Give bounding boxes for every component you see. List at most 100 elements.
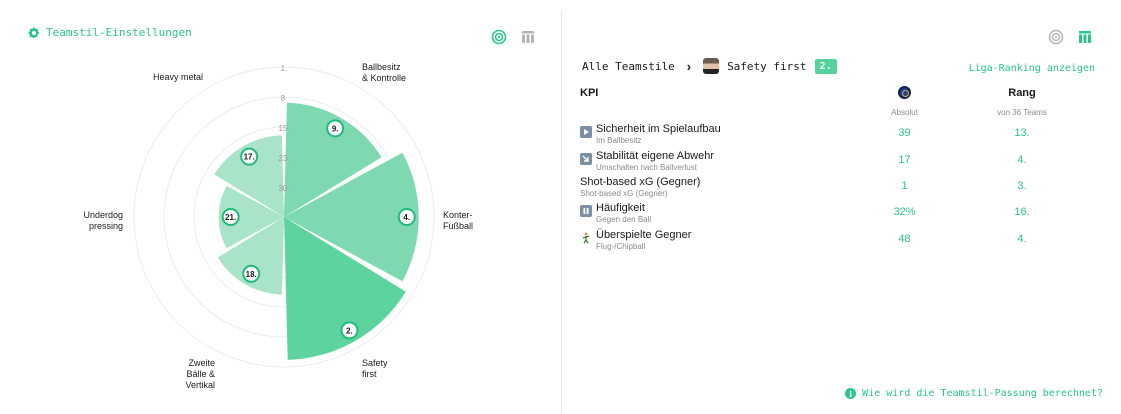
kpi-absolute-value: 48 — [898, 233, 911, 245]
radar-segment[interactable] — [217, 217, 284, 295]
transition-icon — [580, 153, 592, 165]
radar-segment-label: Heavy metal — [108, 72, 203, 83]
radar-segment-label-line: Fußball — [443, 221, 474, 231]
radar-segment-label-line: Safety — [362, 358, 388, 368]
kpi-panel: Alle Teamstile › Safety first 2. Liga-Ra… — [562, 0, 1121, 414]
gear-icon — [28, 27, 40, 38]
radar-segment-label: Ballbesitz & Kontrolle — [362, 62, 406, 84]
radar-segment-label-line: Konter- — [443, 210, 473, 220]
radar-segment-label-line: & Kontrolle — [362, 73, 407, 83]
kpi-rank-value: 16. — [1014, 206, 1030, 218]
kpi-rank-value: 4. — [1017, 233, 1027, 245]
kpi-name: Häufigkeit — [596, 202, 645, 214]
table-icon — [1078, 30, 1091, 43]
radar-ring-label: 1. — [281, 64, 288, 73]
kpi-name: Shot-based xG (Gegner) — [580, 176, 701, 188]
radar-segment-label-line: pressing — [88, 221, 123, 231]
table-view-button[interactable] — [1076, 28, 1093, 45]
kpi-absolute-value: 39 — [898, 127, 911, 139]
chevron-right-icon: › — [686, 58, 692, 74]
kpi-name: Überspielte Gegner — [596, 229, 692, 241]
radar-view-button[interactable] — [1047, 28, 1064, 45]
kpi-row: Stabilität eigene Abwehr Umschalten nach … — [580, 150, 1100, 174]
coach-avatar — [703, 58, 720, 74]
kpi-row: Sicherheit im Spielaufbau Im Ballbesitz 39… — [580, 123, 1100, 147]
absolute-subheader: Absolut — [891, 108, 918, 117]
radar-segment[interactable] — [218, 185, 284, 249]
kpi-absolute-value: 32% — [893, 206, 916, 218]
radar-rank-label: 4. — [403, 213, 410, 222]
kpi-subtitle: Gegen den Ball — [596, 215, 652, 224]
kpi-row: Shot-based xG (Gegner) Shot-based xG (Geg… — [580, 176, 1100, 200]
kpi-name: Sicherheit im Spielaufbau — [596, 123, 721, 135]
breadcrumb-all-styles[interactable]: Alle Teamstile — [582, 59, 675, 73]
radar-rank-badge — [242, 264, 261, 283]
kpi-rank-value: 4. — [1017, 154, 1027, 166]
radar-target-icon — [1048, 29, 1063, 44]
radar-rank-label: 17. — [244, 153, 255, 162]
calculation-help-label: Wie wird die Teamstil-Passung berechnet? — [862, 388, 1103, 399]
league-ranking-link[interactable]: Liga-Ranking anzeigen — [968, 63, 1095, 74]
play-icon — [580, 126, 592, 138]
radar-segment[interactable] — [214, 135, 284, 217]
kpi-texts: Häufigkeit Gegen den Ball — [596, 202, 651, 225]
radar-segment-label: Konter- Fußball — [443, 210, 473, 232]
kpi-subtitle: Flug-/Chipball — [596, 242, 646, 251]
radar-segment[interactable] — [284, 102, 382, 217]
radar-view-button[interactable] — [490, 28, 507, 45]
table-view-button[interactable] — [519, 28, 536, 45]
kpi-texts: Stabilität eigene Abwehr Umschalten nach … — [596, 150, 714, 173]
radar-segment-label-line: Zweite — [188, 358, 215, 368]
radar-segment-label-line: first — [362, 369, 377, 379]
radar-segment-label-line: Underdog — [83, 210, 123, 220]
kpi-name: Stabilität eigene Abwehr — [596, 150, 715, 162]
radar-rank-badge — [221, 208, 240, 226]
team-style-radar-panel: Teamstil-Einstellungen 9. 4. 2. 18. 21. 17. 1.… — [28, 26, 536, 391]
team-style-radar-chart: 9. 4. 2. 18. 21. 17. 1. 8. 15. 23. 30. — [133, 64, 435, 368]
kpi-row: Häufigkeit Gegen den Ball 32% 16. — [580, 202, 1100, 226]
radar-ring-label: 23. — [278, 154, 289, 163]
kpi-column-header: KPI — [580, 87, 599, 99]
radar-rank-label: 2. — [346, 326, 353, 335]
radar-segment-label-line: Vertikal — [185, 380, 215, 390]
team-style-settings-label: Teamstil-Einstellungen — [46, 26, 192, 39]
radar-ring-label: 30. — [278, 184, 289, 193]
team-style-settings-link[interactable]: Teamstil-Einstellungen — [28, 26, 192, 39]
radar-ring-label: 15. — [278, 124, 289, 133]
radar-segment-label-line: Bälle & — [186, 369, 215, 379]
style-rank-badge: 2. — [814, 58, 837, 74]
radar-rank-label: 21. — [225, 213, 236, 222]
radar-segment-label-line: Ballbesitz — [362, 62, 401, 72]
kpi-rank-value: 13. — [1014, 127, 1030, 139]
calculation-help-link[interactable]: i Wie wird die Teamstil-Passung berechne… — [845, 388, 1103, 399]
kpi-absolute-value: 17 — [898, 154, 911, 166]
kpi-subtitle: Im Ballbesitz — [596, 136, 642, 145]
radar-grid-ring — [133, 66, 435, 368]
radar-rank-badge — [326, 119, 345, 138]
kpi-absolute-value: 1 — [901, 180, 908, 192]
player-icon — [582, 232, 590, 244]
kpi-texts: Überspielte Gegner Flug-/Chipball — [596, 229, 691, 252]
radar-rank-badge — [397, 208, 416, 226]
radar-segment-label: Zweite Bälle & Vertikal — [175, 358, 215, 391]
breadcrumb: Alle Teamstile › Safety first 2. — [582, 58, 837, 74]
left-view-toggle — [490, 28, 536, 45]
kpi-subtitle: Umschalten nach Ballverlust — [596, 163, 697, 172]
kpi-rank-value: 3. — [1017, 180, 1027, 192]
kpi-row: Überspielte Gegner Flug-/Chipball 48 4. — [580, 229, 1100, 253]
radar-segment-label: Safety first — [362, 358, 388, 380]
kpi-texts: Shot-based xG (Gegner) Shot-based xG (Geg… — [580, 176, 700, 199]
rank-column-header: Rang — [1008, 87, 1036, 99]
radar-rank-badge — [340, 321, 359, 340]
panel-divider — [561, 10, 562, 414]
radar-rank-label: 18. — [246, 270, 257, 279]
radar-segment-label: Underdog pressing — [78, 210, 123, 232]
pause-icon — [580, 205, 592, 217]
radar-segment[interactable] — [284, 217, 406, 360]
table-icon — [521, 30, 534, 43]
right-view-toggle — [1047, 28, 1093, 45]
radar-segment[interactable] — [284, 152, 419, 282]
radar-rank-badge — [240, 147, 259, 166]
radar-target-icon — [491, 29, 506, 44]
radar-segment-label-line: Heavy metal — [152, 72, 203, 82]
